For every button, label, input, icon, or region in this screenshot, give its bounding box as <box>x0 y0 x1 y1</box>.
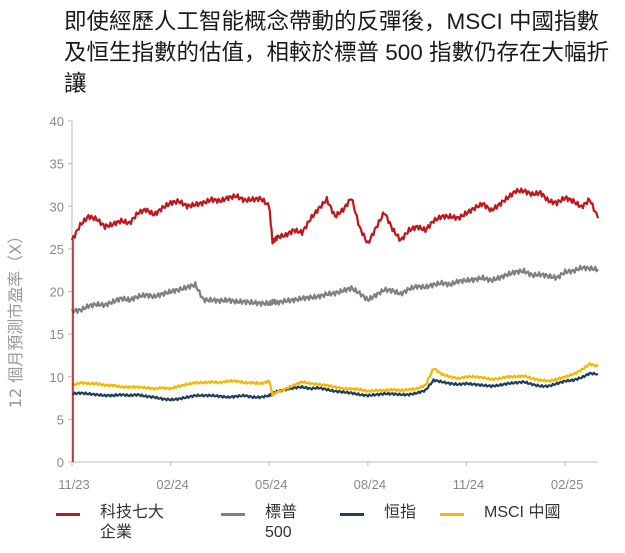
line-chart: 12 個月預測市盈率（X） 0 5 10 15 20 25 30 35 40 11/23 02/24… <box>6 114 600 492</box>
series-line-0 <box>70 187 600 245</box>
legend-label-sp500-line1: 標普 <box>265 504 298 521</box>
series-line-1 <box>70 264 599 314</box>
legend-label-hsi: 恒指 <box>384 504 417 521</box>
series-line-3 <box>71 362 599 397</box>
y-tick-label: 40 <box>50 114 64 129</box>
x-tick-label: 05/24 <box>255 477 288 492</box>
y-tick-label: 25 <box>50 242 64 257</box>
legend-label-msci-china: MSCI 中國 <box>484 504 561 521</box>
y-tick-label: 30 <box>50 199 64 214</box>
x-tick-label: 11/23 <box>58 477 90 492</box>
y-tick-label: 20 <box>50 285 64 300</box>
y-tick-label: 15 <box>50 327 64 342</box>
legend-swatch-hsi <box>340 513 364 516</box>
legend-item-msci-china: MSCI 中國 <box>440 503 560 523</box>
x-tick-label: 08/24 <box>354 477 387 492</box>
legend-label-sp500-line2: 500 <box>265 524 292 541</box>
chart-legend: 科技七大 企業 標普 500 恒指 MSCI 中國 <box>0 500 625 553</box>
legend-swatch-msci-china <box>440 513 464 516</box>
y-tick-label: 5 <box>57 412 64 427</box>
legend-label-mag7-line1: 科技七大 <box>100 504 165 521</box>
legend-label-mag7-line2: 企業 <box>100 524 133 541</box>
legend-item-mag7: 科技七大 企業 <box>56 503 164 543</box>
y-tick-label: 35 <box>50 157 64 172</box>
y-tick-label: 10 <box>50 370 64 385</box>
legend-item-sp500: 標普 500 <box>221 503 297 543</box>
legend-swatch-sp500 <box>221 513 245 516</box>
y-tick-label: 0 <box>57 455 64 470</box>
legend-swatch-mag7 <box>56 513 80 516</box>
y-axis-label: 12 個月預測市盈率（X） <box>6 228 25 408</box>
series-line-2 <box>71 371 599 402</box>
legend-item-hsi: 恒指 <box>340 503 416 523</box>
x-tick-label: 02/25 <box>551 477 584 492</box>
axes: 0 5 10 15 20 25 30 35 40 11/23 02/24 05/24 08/24 11/2… <box>50 114 598 492</box>
x-tick-label: 11/24 <box>453 477 485 492</box>
x-tick-label: 02/24 <box>156 477 189 492</box>
series-group <box>70 187 600 462</box>
chart-title: 即使經歷人工智能概念帶動的反彈後，MSCI 中國指數及恒生指數的估值，相較於標普… <box>64 9 610 96</box>
